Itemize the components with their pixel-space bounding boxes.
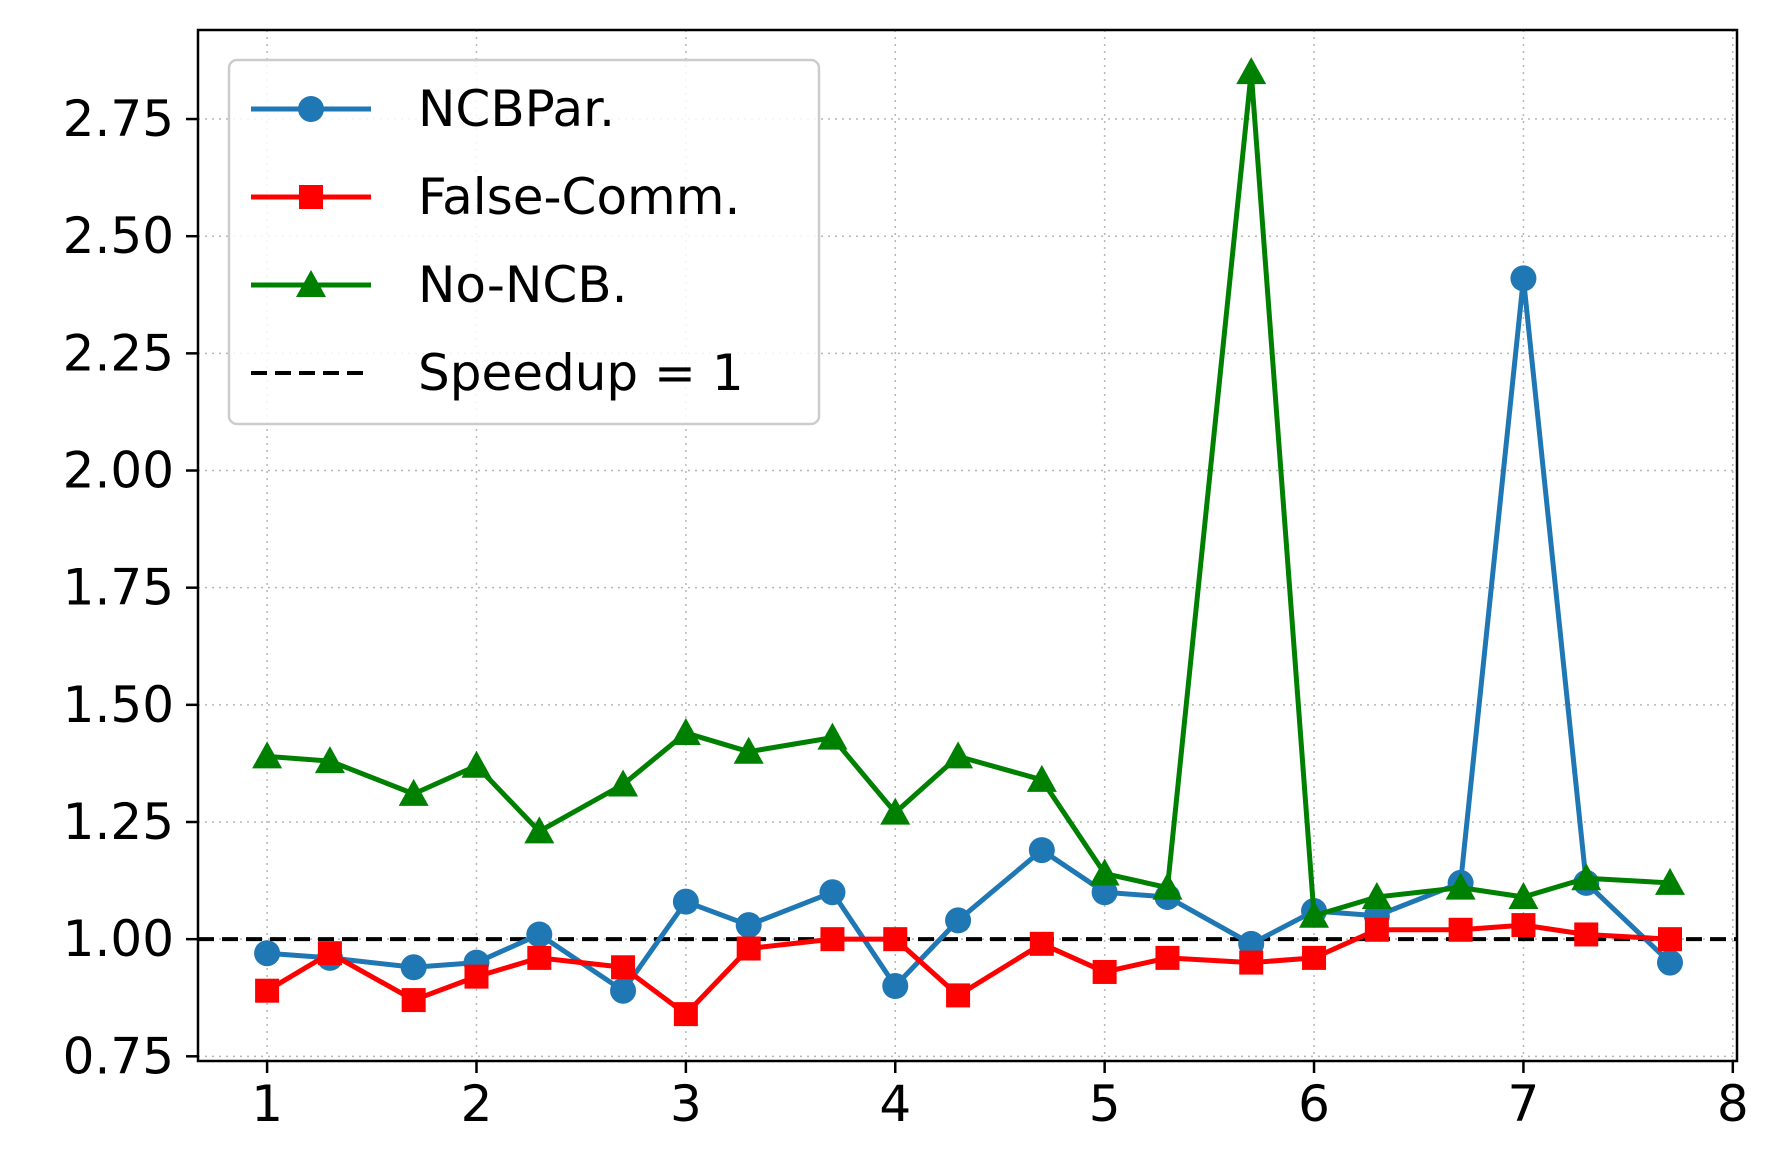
data-point — [1654, 867, 1685, 895]
data-point — [943, 741, 974, 769]
data-point — [1026, 764, 1057, 792]
data-point — [1302, 945, 1327, 970]
data-point — [1092, 959, 1117, 984]
data-point — [1448, 917, 1473, 942]
data-point — [398, 778, 429, 806]
data-point — [1236, 57, 1267, 85]
data-point — [1511, 913, 1536, 938]
data-point — [610, 977, 637, 1004]
y-tick-label: 1.25 — [63, 793, 174, 851]
data-point — [1361, 881, 1392, 909]
x-tick-label: 2 — [461, 1075, 493, 1133]
data-point — [255, 978, 280, 1003]
y-tick-label: 1.00 — [63, 910, 174, 968]
data-point — [817, 722, 848, 750]
data-point — [1510, 265, 1537, 292]
data-point — [1574, 922, 1599, 947]
x-tick-label: 1 — [251, 1075, 283, 1133]
legend-label: False-Comm. — [418, 168, 740, 226]
data-point — [672, 888, 699, 915]
x-tick-label: 5 — [1089, 1075, 1121, 1133]
data-point — [1028, 837, 1055, 864]
x-tick-label: 7 — [1508, 1075, 1540, 1133]
legend-entry: Speedup = 1 — [251, 344, 744, 402]
legend: NCBPar. False-Comm. No-NCB. Speedup = 1 — [227, 58, 821, 426]
data-point — [608, 769, 639, 797]
data-point — [526, 921, 553, 948]
data-point — [1657, 927, 1682, 952]
data-point — [883, 927, 908, 952]
data-point — [1089, 858, 1120, 886]
y-tick-label: 2.00 — [63, 442, 174, 500]
plot-frame — [196, 28, 1739, 1063]
data-point — [314, 746, 345, 774]
legend-label: No-NCB. — [418, 256, 627, 314]
data-point — [1091, 879, 1118, 906]
data-point — [524, 816, 555, 844]
legend-label: NCBPar. — [418, 80, 615, 138]
data-point — [400, 954, 427, 981]
data-point — [317, 941, 342, 966]
data-point — [1152, 872, 1183, 900]
data-point — [1029, 931, 1054, 956]
data-point — [252, 741, 283, 769]
x-tick-label: 8 — [1717, 1075, 1749, 1133]
data-point — [1155, 945, 1180, 970]
legend-entry: False-Comm. — [251, 168, 740, 226]
y-tick-label: 0.75 — [63, 1027, 174, 1085]
data-point — [880, 797, 911, 825]
data-point — [820, 927, 845, 952]
data-point — [673, 1002, 698, 1027]
x-tick-label: 6 — [1298, 1075, 1330, 1133]
data-point — [736, 936, 761, 961]
series-1 — [255, 913, 1682, 1027]
y-tick-label: 2.25 — [63, 324, 174, 382]
data-point — [670, 717, 701, 745]
series-2 — [252, 57, 1685, 928]
data-point — [733, 736, 764, 764]
legend-label: Speedup = 1 — [418, 344, 744, 402]
legend-entry: No-NCB. — [251, 256, 627, 314]
data-point — [611, 955, 636, 980]
data-point — [461, 750, 492, 778]
data-point — [1299, 900, 1330, 928]
y-tick-label: 1.75 — [63, 559, 174, 617]
series-layer — [252, 57, 1685, 1027]
data-point — [254, 940, 281, 967]
data-point — [1508, 881, 1539, 909]
data-point — [401, 988, 426, 1013]
data-point — [1239, 950, 1264, 975]
data-point — [882, 973, 909, 1000]
data-point — [464, 964, 489, 989]
data-point — [735, 912, 762, 939]
x-tick-label: 4 — [879, 1075, 911, 1133]
data-point — [1238, 930, 1265, 957]
data-point — [946, 983, 971, 1008]
legend-entry: NCBPar. — [251, 80, 615, 138]
data-point — [527, 945, 552, 970]
data-point — [1656, 949, 1683, 976]
data-point — [1364, 917, 1389, 942]
legend-marker — [299, 185, 323, 209]
y-tick-label: 2.75 — [63, 90, 174, 148]
legend-box — [227, 58, 821, 426]
legend-marker — [298, 96, 324, 122]
data-point — [1445, 872, 1476, 900]
axes: 1 2 3 4 5 6 7 8 0.75 1.00 1.25 1.50 1.75 2.00 2.25 2.50… — [63, 28, 1749, 1133]
y-tick-label: 1.50 — [63, 676, 174, 734]
y-tick-label: 2.50 — [63, 207, 174, 265]
data-point — [945, 907, 972, 934]
data-point — [819, 879, 846, 906]
legend-marker — [296, 270, 326, 297]
x-tick-label: 3 — [670, 1075, 702, 1133]
data-point — [1571, 863, 1602, 891]
